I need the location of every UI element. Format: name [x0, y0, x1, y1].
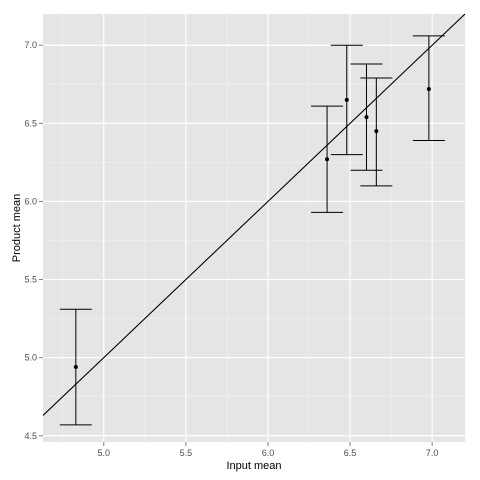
y-tick-label: 6.0: [24, 196, 37, 206]
data-points: [73, 86, 431, 370]
data-point: [426, 86, 431, 91]
y-tick-label: 5.0: [24, 353, 37, 363]
data-point: [364, 115, 369, 120]
y-tick-label: 5.5: [24, 275, 37, 285]
grid: [43, 14, 465, 442]
y-tick-label: 7.0: [24, 40, 37, 50]
x-tick-label: 5.5: [180, 448, 193, 458]
error-bars: [59, 35, 445, 426]
y-tick-label: 4.5: [24, 431, 37, 441]
reference-line-group: [42, 13, 466, 416]
data-point: [374, 129, 379, 134]
reference-line: [42, 13, 466, 416]
x-tick-label: 6.0: [262, 448, 275, 458]
x-axis-title: Input mean: [226, 460, 281, 472]
x-tick-label: 6.5: [344, 448, 357, 458]
x-tick-label: 7.0: [426, 448, 439, 458]
data-point: [73, 365, 78, 370]
x-axis-ticks: 5.0 5.5 6.0 6.5 7.0: [97, 442, 438, 458]
plot-panel: [43, 14, 465, 442]
data-point: [344, 97, 349, 102]
y-tick-label: 6.5: [24, 118, 37, 128]
y-axis-title: Product mean: [11, 194, 23, 262]
x-tick-label: 5.0: [97, 448, 110, 458]
data-point: [325, 157, 330, 162]
y-axis-ticks: 4.5 5.0 5.5 6.0 6.5 7.0: [24, 40, 43, 441]
